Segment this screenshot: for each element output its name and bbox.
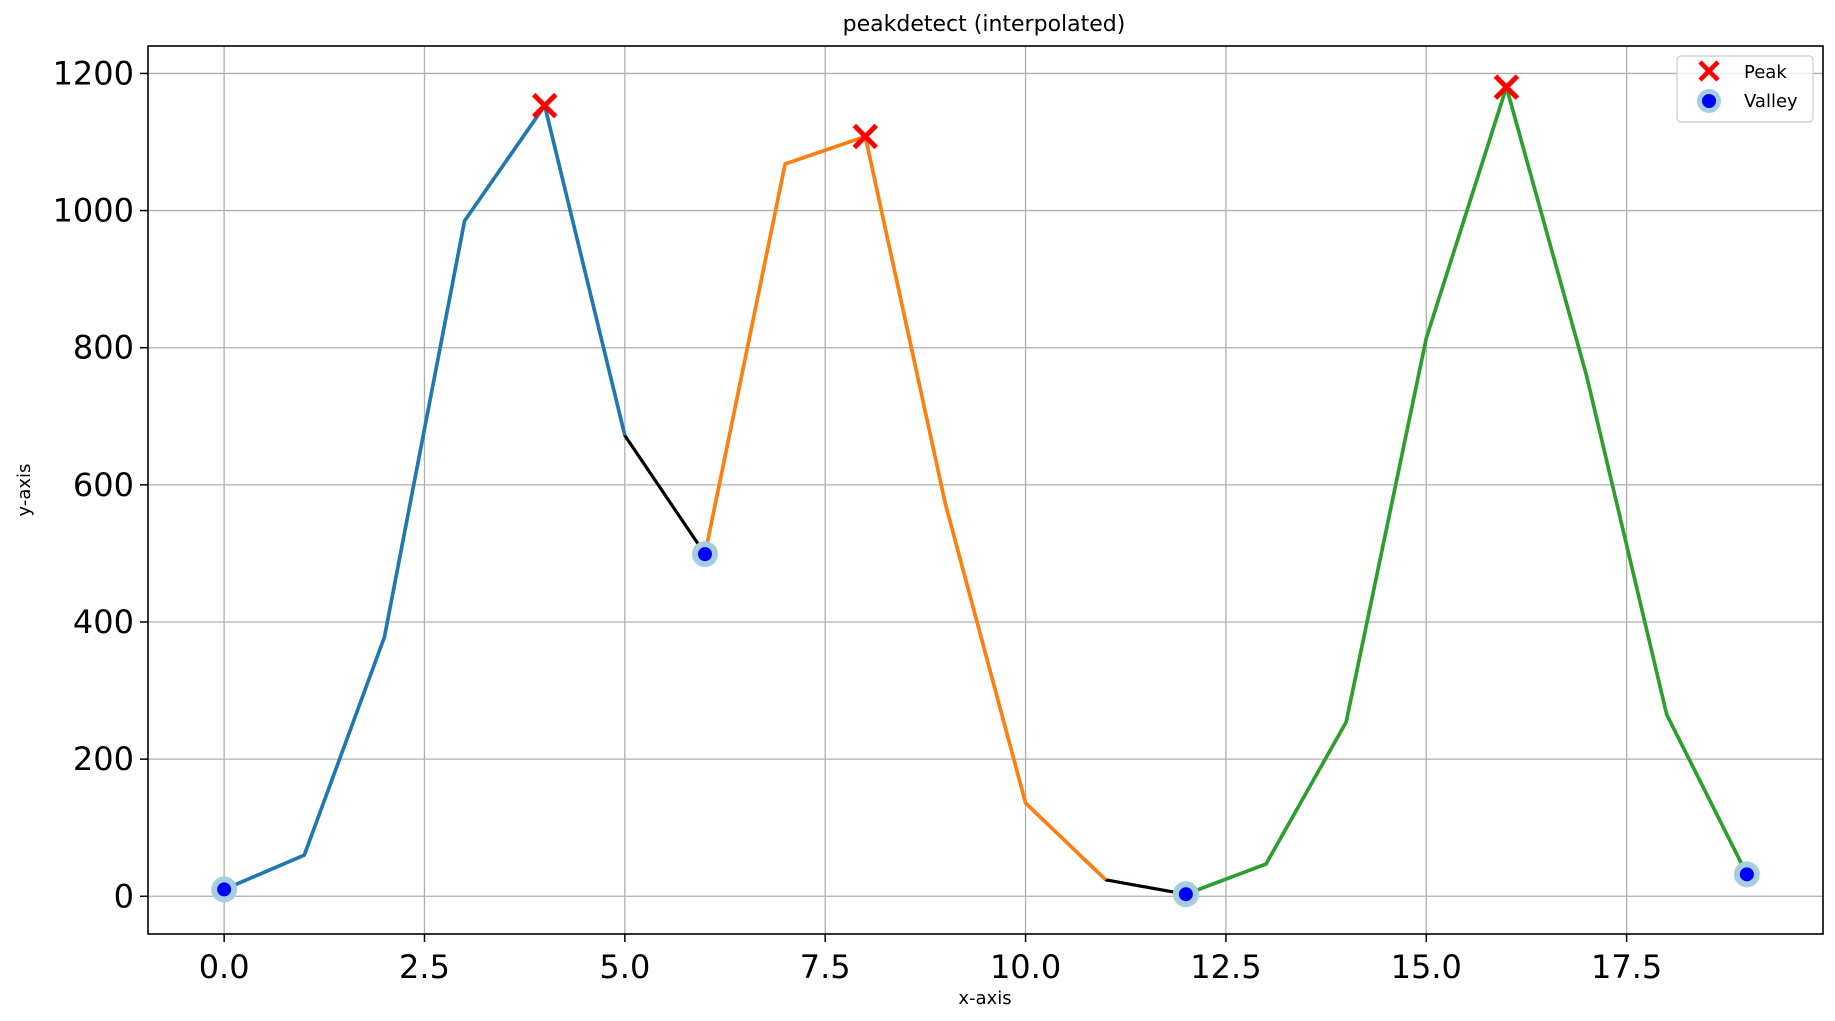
- series-line-base: [223, 85, 1749, 896]
- x-grid: [223, 46, 1628, 934]
- x-tick-label: 10.0: [990, 948, 1061, 986]
- legend: Peak Valley: [1676, 55, 1814, 123]
- series-line-segment-1: [223, 103, 627, 892]
- peak-point: [531, 92, 558, 119]
- x-tick-label: 15.0: [1391, 948, 1462, 986]
- valley-point: [211, 876, 238, 903]
- series-lines: [223, 85, 1749, 896]
- y-tick-label: 800: [73, 329, 134, 367]
- x-tick-label: 2.5: [399, 948, 450, 986]
- legend-peak-label: Peak: [1744, 62, 1787, 83]
- x-tick-label: 12.5: [1190, 948, 1261, 986]
- peak-point: [852, 123, 879, 150]
- legend-valley-marker: [1697, 89, 1721, 113]
- valley-point: [1733, 861, 1760, 888]
- series-line-segment-3: [1185, 85, 1749, 896]
- markers: [211, 74, 1760, 908]
- y-grid: [148, 72, 1823, 897]
- x-tick-label: 7.5: [800, 948, 851, 986]
- y-tick-label: 400: [73, 603, 134, 641]
- series-line-segment-2: [703, 134, 1107, 882]
- y-tick-label: 0: [114, 877, 134, 915]
- chart-title: peakdetect (interpolated): [843, 12, 1126, 37]
- x-tick-label: 0.0: [199, 948, 250, 986]
- plot-frame: [147, 45, 1824, 935]
- x-tick-label: 17.5: [1591, 948, 1662, 986]
- y-ticks: 0 200 400 600 800 1000 1200: [53, 54, 148, 915]
- y-axis-label: y-axis: [14, 464, 35, 517]
- peak-point: [1493, 74, 1520, 100]
- y-tick-label: 1000: [53, 192, 134, 230]
- y-tick-label: 1200: [53, 54, 134, 92]
- x-tick-label: 5.0: [599, 948, 650, 986]
- valley-point: [691, 541, 718, 568]
- y-tick-label: 200: [73, 740, 134, 778]
- x-axis-label: x-axis: [958, 988, 1011, 1009]
- valley-point: [1172, 881, 1199, 908]
- x-ticks: 0.0 2.5 5.0 7.5 10.0 12.5 15.0 17.5: [199, 934, 1662, 986]
- y-tick-label: 600: [73, 466, 134, 504]
- legend-peak-marker: [1698, 60, 1720, 82]
- legend-valley-label: Valley: [1744, 91, 1798, 112]
